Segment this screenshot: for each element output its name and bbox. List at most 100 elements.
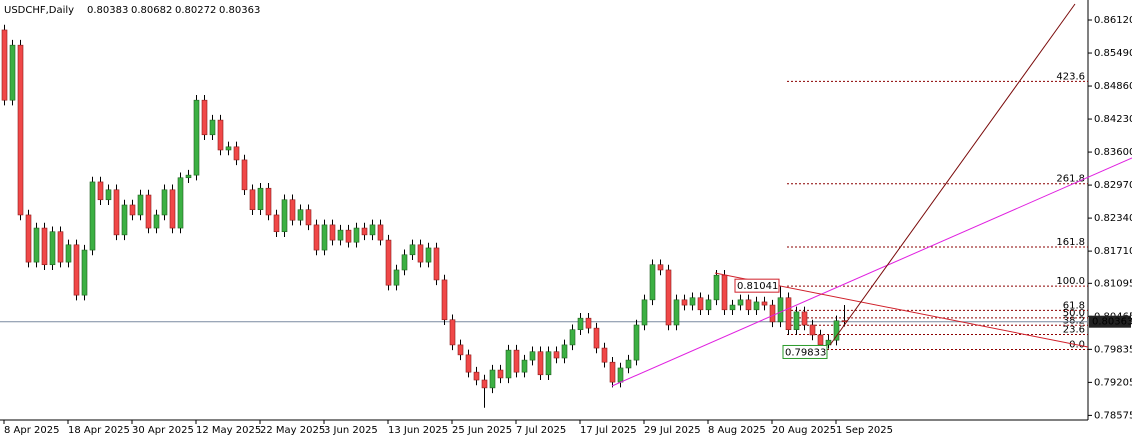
candle-body-down: [745, 299, 752, 311]
x-tick-label: 1 Sep 2025: [836, 425, 893, 436]
candle-body-up: [337, 229, 344, 241]
candle-body-up: [713, 274, 720, 301]
candle-body-down: [377, 224, 384, 241]
fib-label: 23.6: [1063, 325, 1085, 336]
candle-body-down: [385, 239, 392, 286]
candle-body-down: [585, 317, 592, 329]
candle-body-up: [641, 299, 648, 326]
candle-body-down: [273, 214, 280, 233]
fib-label: 100.0: [1056, 276, 1085, 287]
candle-body-down: [57, 231, 64, 263]
fib-label: 261.8: [1056, 174, 1085, 185]
candle-body-up: [81, 249, 88, 296]
x-tick-label: 17 Jul 2025: [580, 425, 637, 436]
swing-low-label: 0.79833: [785, 347, 826, 358]
candle-body-down: [169, 189, 176, 229]
y-tick-label: 0.86120: [1094, 15, 1132, 26]
candle-body-up: [577, 317, 584, 331]
candle-body-up: [121, 204, 128, 236]
candle-body-up: [297, 209, 304, 221]
candle-body-down: [145, 194, 152, 229]
x-tick-label: 8 Apr 2025: [4, 425, 59, 436]
swing-low-box: [782, 344, 828, 359]
candle-body-up: [753, 301, 760, 311]
y-tick-label: 0.81710: [1094, 246, 1132, 257]
trend-line: [611, 157, 1132, 387]
overlay: 0.81041 0.79833: [611, 3, 1132, 387]
x-tick-label: 3 Jun 2025: [324, 425, 378, 436]
fib-label: 161.8: [1056, 237, 1085, 248]
x-tick-label: 12 May 2025: [196, 425, 261, 436]
header-open: 0.80383: [87, 5, 128, 16]
candle-body-down: [17, 44, 24, 216]
candle-body-down: [113, 189, 120, 236]
y-tick-label: 0.82340: [1094, 213, 1132, 224]
candle-body-up: [561, 344, 568, 359]
x-tick-label: 25 Jun 2025: [452, 425, 512, 436]
candle-body-up: [705, 299, 712, 311]
candle-body-down: [345, 229, 352, 243]
current-price-label: 0.80363: [1092, 317, 1132, 328]
candle-body-down: [249, 189, 256, 211]
candle-body-down: [601, 347, 608, 363]
candle-body-up: [793, 311, 800, 331]
y-tick-label: 0.84860: [1094, 81, 1132, 92]
candle-body-down: [233, 146, 240, 161]
candle-body-down: [361, 227, 368, 236]
y-tick-label: 0.79205: [1094, 377, 1132, 388]
candle-body-down: [761, 301, 768, 306]
candle-body-up: [89, 181, 96, 251]
candle-body-down: [217, 119, 224, 151]
candle-body-up: [49, 231, 56, 266]
candle-body-up: [489, 369, 496, 389]
candle-body-down: [497, 369, 504, 379]
swing-high-label: 0.81041: [737, 281, 778, 292]
candle-body-up: [833, 320, 840, 341]
y-tick-label: 0.78575: [1094, 410, 1132, 421]
candle-body-down: [481, 379, 488, 389]
candle-body-down: [513, 349, 520, 373]
candle-body-up: [617, 367, 624, 383]
x-tick-label: 29 Jul 2025: [644, 425, 701, 436]
candle-body-down: [265, 187, 272, 216]
candle-body-up: [777, 297, 784, 323]
candle-body-up: [225, 146, 232, 151]
candle-body-down: [329, 224, 336, 241]
candle-body-up: [521, 359, 528, 373]
x-tick-label: 22 May 2025: [260, 425, 325, 436]
fib-label: 423.6: [1056, 71, 1085, 82]
candle-body-up: [425, 247, 432, 263]
candle-body-up: [185, 174, 192, 179]
fib-label: 61.8: [1063, 300, 1085, 311]
y-tick-label: 0.81095: [1094, 278, 1132, 289]
candle-body-up: [393, 269, 400, 286]
candle-body-up: [569, 329, 576, 346]
expansion-line: [829, 3, 1076, 346]
swing-high-box: [734, 278, 780, 293]
x-tick-label: 13 Jun 2025: [388, 425, 448, 436]
candle-body-down: [241, 159, 248, 191]
candle-body-up: [33, 227, 40, 263]
candle-body-down: [25, 214, 32, 263]
candle-body-up: [505, 349, 512, 379]
candle-body-up: [177, 177, 184, 229]
candle-body-down: [417, 244, 424, 263]
candle-body-down: [305, 209, 312, 226]
candle-body-up: [105, 189, 112, 201]
y-tick-label: 0.79835: [1094, 344, 1132, 355]
y-tick-label: 0.83600: [1094, 147, 1132, 158]
candle-body-down: [553, 351, 560, 359]
candle-body-down: [769, 304, 776, 323]
fib-label: 50.0: [1063, 308, 1085, 319]
candle-body-down: [657, 264, 664, 271]
header: USDCHF,Daily 0.80383 0.80682 0.80272 0.8…: [4, 5, 260, 16]
x-tick-label: 18 Apr 2025: [68, 425, 130, 436]
header-low: 0.80272: [175, 5, 216, 16]
candle-body-down: [313, 224, 320, 251]
candle-body-up: [193, 99, 200, 176]
candle-body-up: [209, 119, 216, 136]
candle-body-up: [257, 187, 264, 211]
candle-body-down: [465, 354, 472, 373]
candle-body-up: [321, 224, 328, 251]
